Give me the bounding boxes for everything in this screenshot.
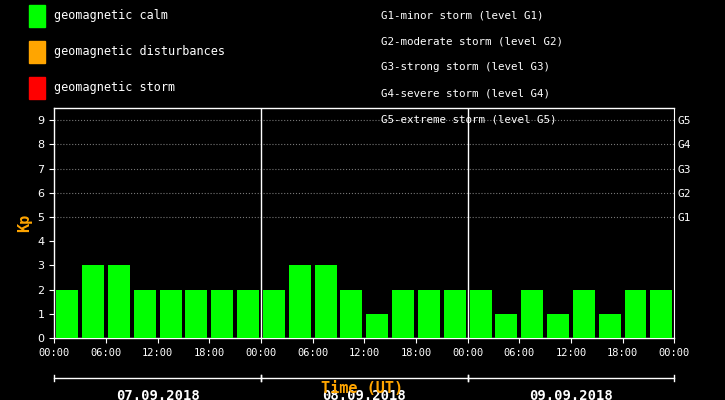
Text: G2-moderate storm (level G2): G2-moderate storm (level G2) [381,36,563,46]
Bar [366,314,388,338]
Text: geomagnetic calm: geomagnetic calm [54,10,167,22]
Bar [134,290,156,338]
Text: 08.09.2018: 08.09.2018 [323,389,406,400]
Text: geomagnetic disturbances: geomagnetic disturbances [54,46,225,58]
Bar [650,290,672,338]
Bar [573,290,594,338]
Text: G4-severe storm (level G4): G4-severe storm (level G4) [381,88,550,98]
Text: geomagnetic storm: geomagnetic storm [54,82,175,94]
Bar [599,314,621,338]
Bar [341,290,362,338]
Text: 07.09.2018: 07.09.2018 [116,389,199,400]
Bar [315,265,336,338]
Text: G5-extreme storm (level G5): G5-extreme storm (level G5) [381,114,556,124]
Bar [57,290,78,338]
Bar [237,290,259,338]
Bar [289,265,311,338]
Bar [495,314,518,338]
Bar [521,290,543,338]
Bar [82,265,104,338]
Bar [624,290,647,338]
Bar [444,290,465,338]
Bar [470,290,492,338]
Bar [547,314,569,338]
Bar [160,290,181,338]
Text: Time (UT): Time (UT) [321,381,404,396]
Bar [108,265,130,338]
Bar [418,290,440,338]
Text: 09.09.2018: 09.09.2018 [529,389,613,400]
Bar [186,290,207,338]
Text: G1-minor storm (level G1): G1-minor storm (level G1) [381,10,543,20]
Y-axis label: Kp: Kp [17,214,32,232]
Bar [392,290,414,338]
Text: G3-strong storm (level G3): G3-strong storm (level G3) [381,62,550,72]
Bar [211,290,233,338]
Bar [263,290,285,338]
